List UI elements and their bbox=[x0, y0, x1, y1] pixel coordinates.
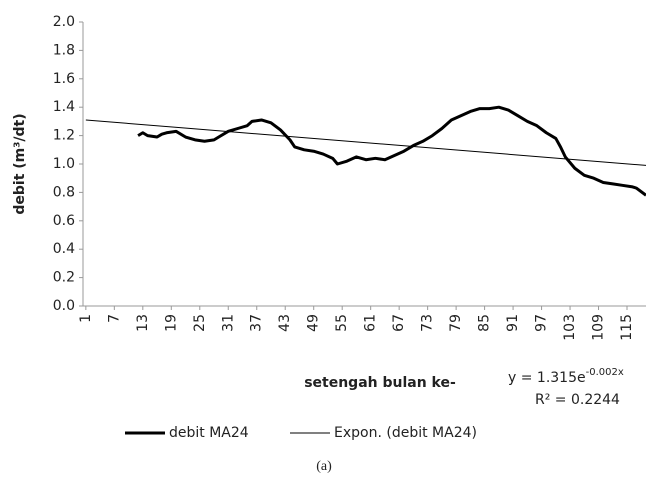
caption: (a) bbox=[316, 459, 332, 474]
x-axis-label: setengah bulan ke- bbox=[304, 375, 456, 391]
y-tick-label: 2.0 bbox=[53, 14, 75, 30]
equation: y = 1.315e-0.002x bbox=[508, 367, 624, 386]
y-tick-label: 0.0 bbox=[53, 298, 75, 314]
y-tick-label: 1.2 bbox=[53, 128, 75, 144]
y-tick-label: 0.6 bbox=[53, 213, 75, 229]
y-tick-label: 0.2 bbox=[53, 270, 75, 286]
y-tick-label: 0.8 bbox=[53, 184, 75, 200]
series-line bbox=[137, 105, 646, 197]
x-tick-label: 31 bbox=[220, 314, 236, 332]
equation-exponent: -0.002x bbox=[586, 367, 624, 378]
y-tick-label: 1.4 bbox=[53, 99, 75, 115]
y-tick-label: 1.0 bbox=[53, 156, 75, 172]
x-tick-label: 43 bbox=[277, 314, 293, 332]
x-tick-label: 25 bbox=[192, 314, 208, 332]
x-tick-label: 49 bbox=[306, 314, 322, 332]
y-tick-label: 1.6 bbox=[53, 71, 75, 87]
x-tick-label: 97 bbox=[534, 314, 550, 332]
x-tick-label: 115 bbox=[619, 314, 635, 341]
x-tick-label: 55 bbox=[334, 314, 350, 332]
legend-label: Expon. (debit MA24) bbox=[334, 425, 477, 441]
x-tick-label: 19 bbox=[163, 314, 179, 332]
r-squared: R² = 0.2244 bbox=[535, 392, 620, 408]
x-tick-label: 7 bbox=[106, 314, 122, 323]
x-tick-label: 103 bbox=[562, 314, 578, 341]
equation-base: y = 1.315e bbox=[508, 370, 586, 386]
x-tick-label: 13 bbox=[135, 314, 151, 332]
x-tick-label: 67 bbox=[391, 314, 407, 332]
y-tick-label: 1.8 bbox=[53, 42, 75, 58]
series-line bbox=[85, 119, 646, 166]
y-tick-label: 0.4 bbox=[53, 241, 75, 257]
x-tick-label: 1 bbox=[78, 314, 94, 323]
x-tick-label: 79 bbox=[448, 314, 464, 332]
x-tick-label: 61 bbox=[363, 314, 379, 332]
x-tick-label: 91 bbox=[505, 314, 521, 332]
x-tick-label: 73 bbox=[420, 314, 436, 332]
legend-label: debit MA24 bbox=[169, 425, 249, 441]
x-tick-label: 37 bbox=[249, 314, 265, 332]
y-axis-label: debit (m³/dt) bbox=[12, 113, 28, 214]
x-tick-label: 109 bbox=[591, 314, 607, 341]
x-tick-label: 85 bbox=[477, 314, 493, 332]
